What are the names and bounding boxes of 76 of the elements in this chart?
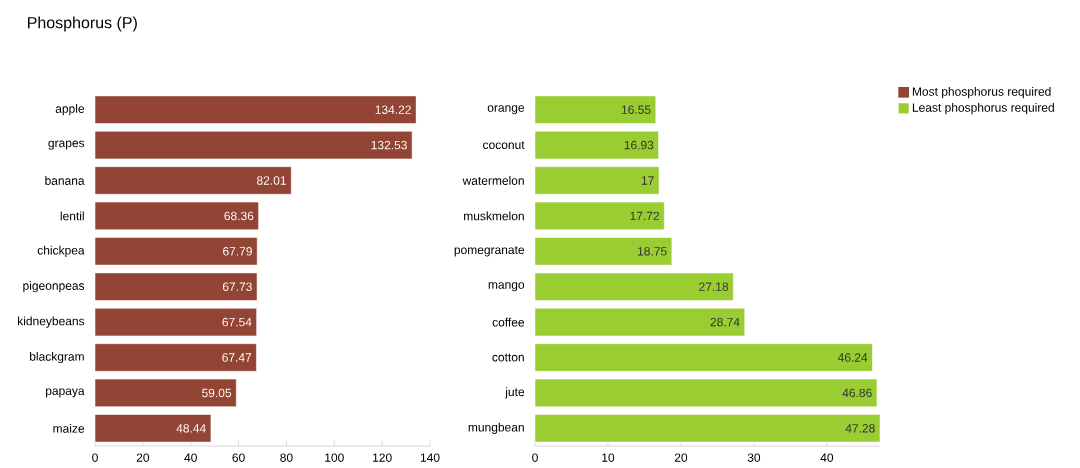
bar [535,166,660,195]
y-tick-label: coconut [483,141,525,150]
bar [95,166,292,195]
bar [95,308,257,337]
bar [95,201,259,230]
x-tick-label: 30 [747,453,761,462]
bar [535,272,734,301]
y-tick-label: maize [53,423,85,433]
bar [95,131,413,160]
y-tick-label: banana [45,176,85,185]
bar [535,131,659,160]
legend-label: Least phosphorus required [912,103,1054,115]
data-label: 46.24 [837,353,868,362]
data-label: 28.74 [710,317,740,327]
y-tick-label: apple [55,104,85,116]
y-tick-label: pigeonpeas [23,281,85,293]
x-tick-label: 40 [184,453,197,462]
data-label: 67.47 [222,353,252,362]
bar [95,95,417,124]
y-tick-label: jute [504,387,525,399]
data-label: 47.28 [845,424,875,433]
x-tick-label: 0 [532,453,538,462]
data-label: 16.55 [621,105,651,114]
legend-label: Most phosphorus required [912,86,1051,99]
bar [535,414,881,443]
bar [535,201,665,230]
bar [535,237,673,266]
y-tick-label: blackgram [30,351,84,364]
x-tick-label: 20 [674,453,688,462]
data-label: 134.22 [375,105,411,114]
y-tick-label: kidneybeans [18,316,85,328]
y-tick-label: grapes [48,140,85,150]
data-label: 67.54 [222,317,252,327]
y-tick-label: coffee [492,317,525,327]
data-label: 16.93 [624,140,654,150]
y-tick-label: muskmelon [464,211,524,221]
x-tick-label: 40 [820,453,834,462]
y-tick-label: watermelon [462,176,524,185]
x-tick-label: 120 [373,453,392,462]
bar [95,272,258,301]
y-tick-label: lentil [60,211,84,221]
bar [95,414,212,443]
data-label: 68.36 [224,211,254,221]
bar [95,343,257,372]
bar [95,378,237,407]
data-label: 48.44 [176,424,206,433]
y-tick-label: mungbean [468,422,524,434]
x-tick-label: 100 [325,453,344,462]
data-label: 67.73 [222,282,252,291]
y-tick-label: papaya [46,388,85,398]
bar [95,237,258,266]
chart-title: Phosphorus (P) [28,16,137,32]
y-tick-label: pomegranate [454,246,525,257]
x-tick-label: 0 [92,453,98,462]
x-tick-label: 140 [420,453,440,462]
bar [535,343,873,372]
y-tick-label: chickpea [37,245,85,257]
x-tick-label: 60 [232,453,245,462]
data-label: 27.18 [699,282,729,291]
y-tick-label: cotton [492,353,524,362]
data-label: 67.79 [223,247,252,256]
bar [535,95,657,124]
y-tick-label: mango [488,282,525,292]
x-tick-label: 10 [602,453,615,462]
y-tick-label: orange [487,105,525,115]
data-label: 46.86 [842,388,872,398]
bar [535,378,878,407]
data-label: 17 [641,176,654,185]
data-label: 17.72 [630,211,659,221]
data-label: 82.01 [257,176,286,185]
data-label: 132.53 [371,140,407,150]
x-tick-label: 20 [136,453,150,462]
x-tick-label: 80 [280,453,293,462]
bar [535,308,745,337]
data-label: 18.75 [638,247,667,256]
data-label: 59.05 [202,388,232,398]
